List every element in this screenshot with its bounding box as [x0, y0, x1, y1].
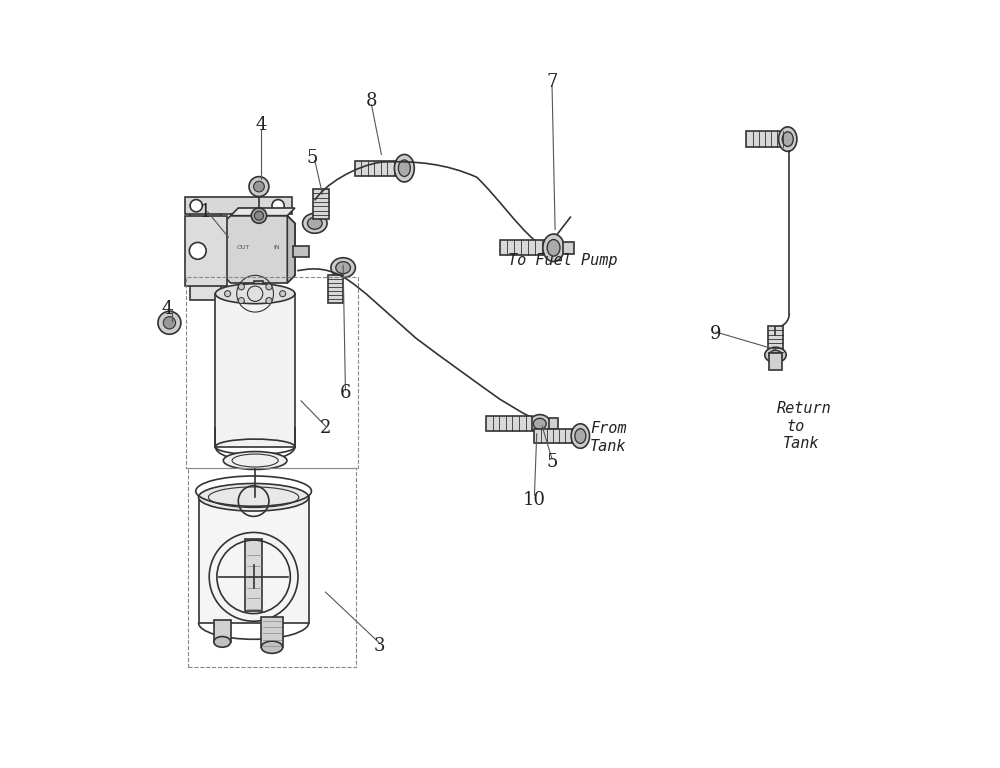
Bar — [293, 247, 309, 257]
Ellipse shape — [547, 240, 560, 256]
Ellipse shape — [575, 429, 586, 443]
Ellipse shape — [571, 424, 590, 449]
Ellipse shape — [782, 132, 793, 147]
Bar — [245, 538, 262, 611]
Ellipse shape — [214, 637, 231, 647]
Bar — [769, 353, 782, 370]
Text: Tank: Tank — [783, 436, 820, 451]
Text: Tank: Tank — [590, 439, 627, 454]
Ellipse shape — [398, 160, 410, 177]
Text: 8: 8 — [366, 92, 377, 110]
Text: 5: 5 — [307, 149, 318, 167]
Text: 2: 2 — [320, 419, 331, 438]
Bar — [199, 497, 309, 623]
Text: 10: 10 — [523, 492, 546, 509]
Polygon shape — [223, 216, 295, 283]
Circle shape — [249, 177, 269, 197]
Ellipse shape — [765, 347, 786, 362]
Ellipse shape — [199, 484, 309, 511]
Ellipse shape — [223, 452, 287, 469]
Ellipse shape — [533, 419, 546, 429]
Bar — [768, 326, 783, 356]
Bar — [214, 621, 231, 642]
Ellipse shape — [331, 258, 355, 278]
Bar — [190, 204, 221, 300]
Text: 1: 1 — [200, 203, 211, 221]
Ellipse shape — [215, 283, 295, 303]
Bar — [215, 293, 295, 447]
Ellipse shape — [779, 127, 797, 151]
Circle shape — [189, 243, 206, 260]
Bar — [355, 161, 401, 176]
Polygon shape — [287, 216, 295, 283]
Circle shape — [280, 290, 286, 296]
Ellipse shape — [336, 262, 350, 273]
Circle shape — [266, 297, 272, 303]
Circle shape — [158, 311, 181, 334]
Bar — [185, 197, 292, 214]
Circle shape — [238, 283, 244, 290]
Ellipse shape — [543, 234, 564, 262]
Text: OUT: OUT — [237, 245, 250, 250]
Bar — [328, 276, 343, 303]
Text: 7: 7 — [546, 73, 558, 91]
Ellipse shape — [307, 217, 322, 230]
Text: 5: 5 — [546, 453, 558, 471]
Ellipse shape — [261, 641, 283, 654]
Bar — [746, 131, 789, 147]
Circle shape — [251, 208, 267, 223]
Bar — [261, 617, 283, 647]
Text: 4: 4 — [256, 117, 267, 134]
Bar — [549, 419, 558, 429]
Ellipse shape — [394, 154, 414, 182]
Bar — [185, 216, 227, 286]
Circle shape — [238, 297, 244, 303]
Circle shape — [163, 316, 176, 329]
Text: To Fuel Pump: To Fuel Pump — [508, 253, 617, 267]
Bar — [500, 240, 549, 256]
Ellipse shape — [529, 415, 551, 433]
Circle shape — [272, 200, 284, 212]
Text: 3: 3 — [373, 637, 385, 654]
Bar — [254, 281, 263, 298]
Ellipse shape — [303, 214, 327, 233]
Text: 9: 9 — [710, 326, 722, 343]
Bar — [486, 416, 532, 432]
Text: 6: 6 — [340, 384, 351, 402]
Bar — [313, 189, 329, 220]
Bar — [211, 247, 226, 257]
Circle shape — [190, 200, 202, 212]
Text: From: From — [590, 421, 627, 436]
Bar — [186, 277, 358, 468]
Text: to: to — [787, 419, 805, 434]
Circle shape — [266, 283, 272, 290]
Bar — [534, 429, 577, 443]
Text: 4: 4 — [161, 300, 173, 318]
Text: Return: Return — [777, 401, 832, 416]
Circle shape — [254, 211, 264, 220]
Text: IN: IN — [273, 245, 280, 250]
Ellipse shape — [769, 350, 782, 359]
Bar — [563, 242, 574, 254]
Circle shape — [225, 290, 231, 296]
Circle shape — [254, 181, 264, 192]
Bar — [188, 468, 356, 667]
Polygon shape — [231, 208, 295, 216]
